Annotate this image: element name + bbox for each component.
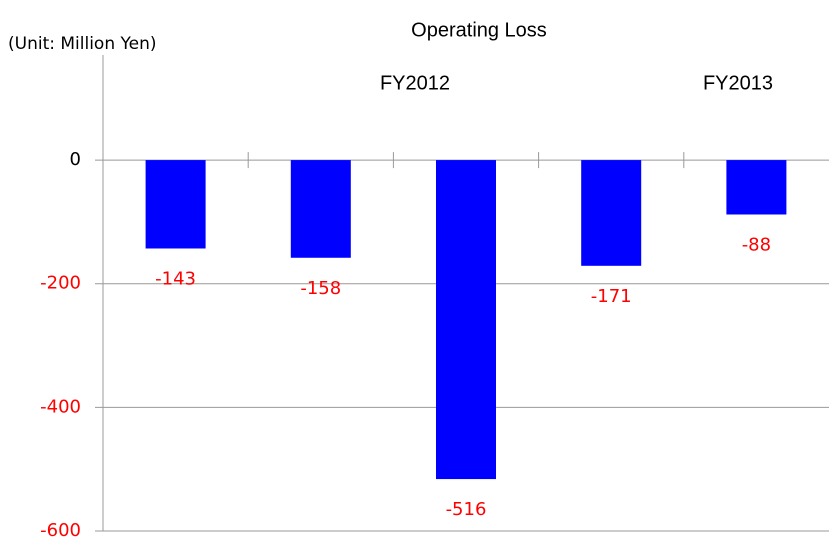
period-label: FY2012 xyxy=(380,72,450,94)
bar xyxy=(726,160,787,215)
bar xyxy=(436,160,496,480)
y-tick-label: -400 xyxy=(40,396,81,417)
bar xyxy=(145,160,206,249)
data-label: -158 xyxy=(300,278,341,299)
period-label: FY2013 xyxy=(703,72,773,94)
bar xyxy=(581,160,642,266)
data-label: -88 xyxy=(742,234,771,255)
data-label: -171 xyxy=(591,286,632,307)
data-label: -143 xyxy=(155,268,196,289)
chart-title: Operating Loss xyxy=(411,19,547,41)
unit-note: (Unit: Million Yen) xyxy=(8,34,157,54)
y-tick-label: -200 xyxy=(40,273,81,294)
y-tick-label: -600 xyxy=(40,520,81,539)
bar xyxy=(290,160,351,258)
y-tick-label: 0 xyxy=(70,149,81,170)
data-label: -516 xyxy=(446,499,487,520)
